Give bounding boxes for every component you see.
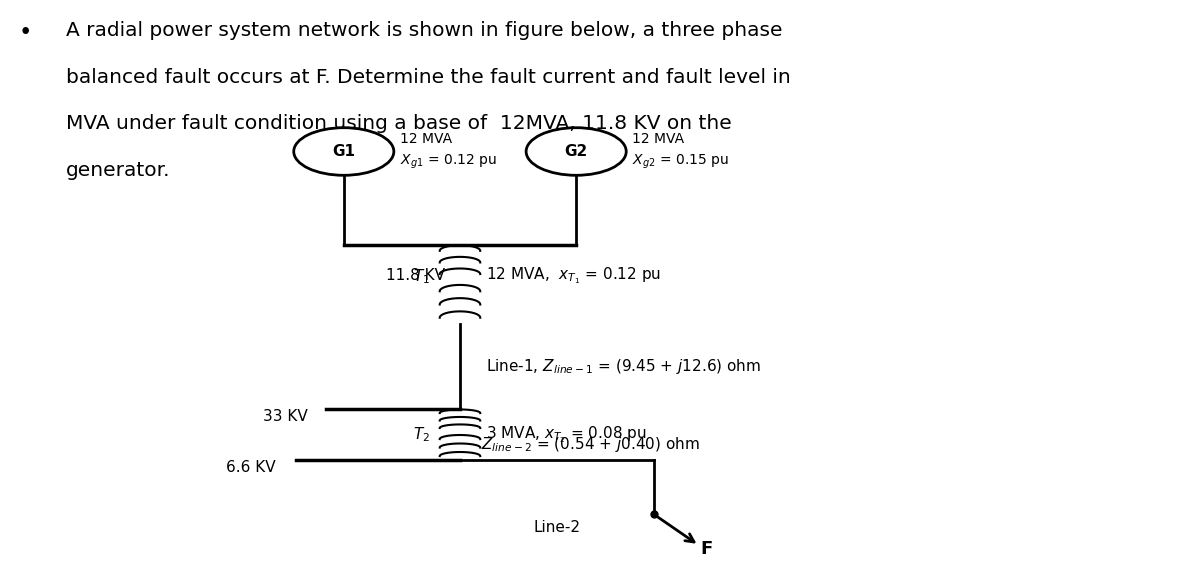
- Text: $T_2$: $T_2$: [413, 426, 430, 444]
- Text: A radial power system network is shown in figure below, a three phase: A radial power system network is shown i…: [66, 21, 782, 40]
- Text: G1: G1: [332, 144, 355, 159]
- Text: •: •: [18, 21, 32, 44]
- Text: $T_1$: $T_1$: [413, 267, 430, 286]
- Text: generator.: generator.: [66, 160, 170, 179]
- Text: balanced fault occurs at F. Determine the fault current and fault level in: balanced fault occurs at F. Determine th…: [66, 68, 791, 87]
- Text: F: F: [700, 540, 712, 558]
- Text: 12 MVA: 12 MVA: [400, 132, 452, 146]
- Text: $X_{g2}$ = 0.15 pu: $X_{g2}$ = 0.15 pu: [632, 152, 730, 171]
- Text: G2: G2: [564, 144, 588, 159]
- Text: Line-1, $Z_{line-1}$ = (9.45 + $j$12.6) ohm: Line-1, $Z_{line-1}$ = (9.45 + $j$12.6) …: [486, 357, 761, 376]
- Text: 12 MVA,  $x_{T_1}$ = 0.12 pu: 12 MVA, $x_{T_1}$ = 0.12 pu: [486, 266, 661, 286]
- Text: 11.8 KV: 11.8 KV: [385, 268, 445, 283]
- Text: 6.6 KV: 6.6 KV: [227, 460, 276, 475]
- Text: MVA under fault condition using a base of  12MVA, 11.8 KV on the: MVA under fault condition using a base o…: [66, 114, 732, 133]
- Text: 3 MVA, $x_{T_2}$ = 0.08 pu: 3 MVA, $x_{T_2}$ = 0.08 pu: [486, 424, 647, 445]
- Text: 12 MVA: 12 MVA: [632, 132, 684, 146]
- Text: Line-2: Line-2: [533, 520, 581, 535]
- Text: $X_{g1}$ = 0.12 pu: $X_{g1}$ = 0.12 pu: [400, 152, 497, 171]
- Text: 33 KV: 33 KV: [263, 409, 308, 424]
- Text: $Z_{line-2}$ = (0.54 + $j$0.40) ohm: $Z_{line-2}$ = (0.54 + $j$0.40) ohm: [481, 435, 701, 454]
